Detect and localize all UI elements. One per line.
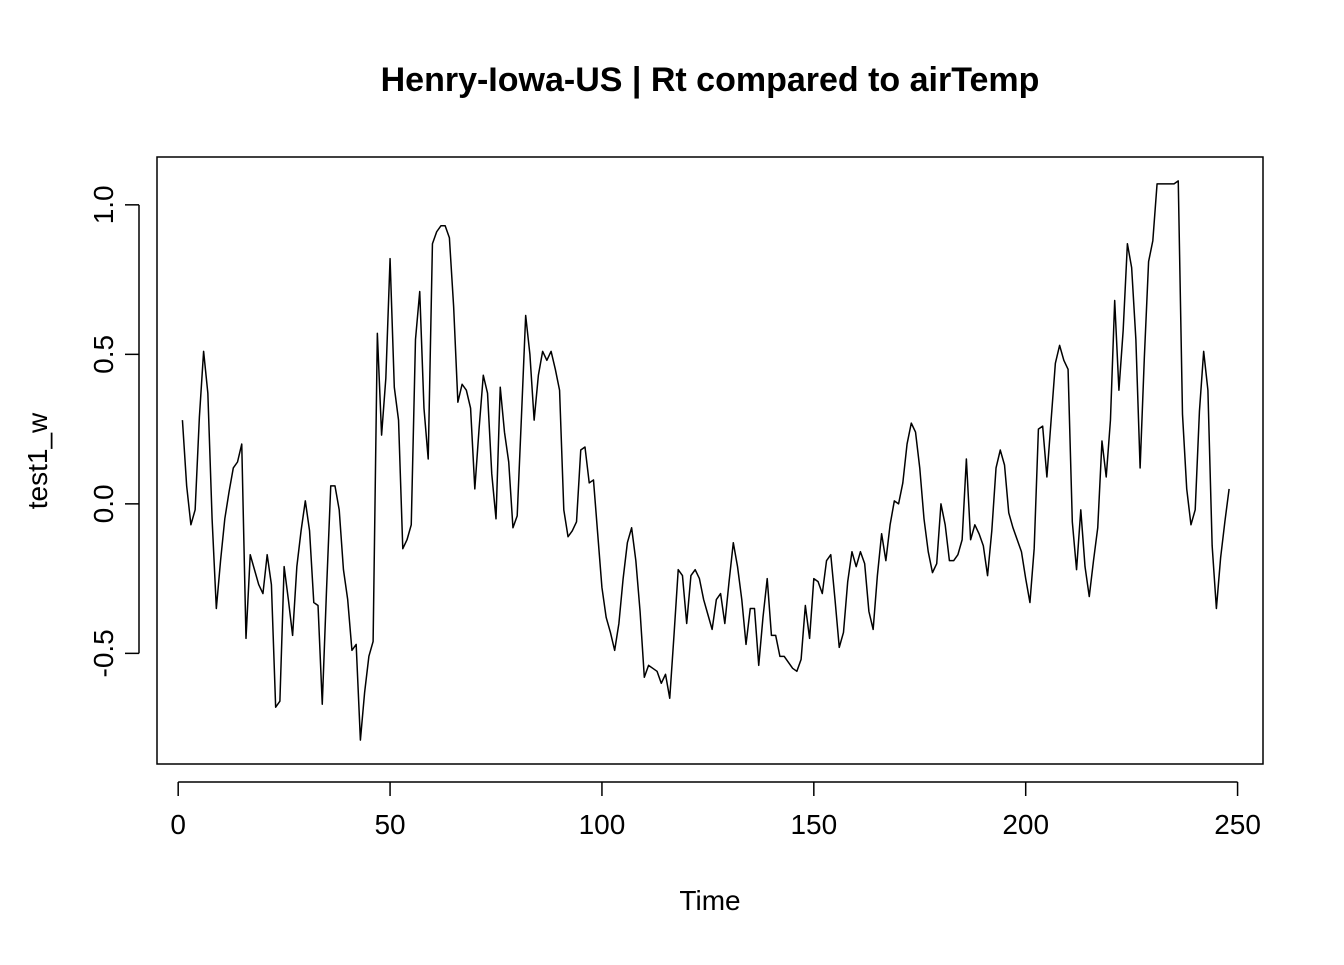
y-tick-label: 0.0	[88, 484, 119, 523]
x-axis: 0 50 100 150 200 250	[170, 781, 1261, 840]
x-axis-label: Time	[679, 885, 740, 916]
x-tick-label: 50	[374, 809, 405, 840]
x-tick-label: 200	[1002, 809, 1049, 840]
chart-title: Henry-Iowa-US | Rt compared to airTemp	[381, 61, 1040, 99]
y-tick-label: 0.5	[88, 335, 119, 374]
y-tick-label: -0.5	[88, 629, 119, 677]
y-axis: -0.5 0.0 0.5 1.0	[88, 185, 140, 677]
series-line	[181, 180, 1230, 741]
x-tick-label: 150	[790, 809, 837, 840]
y-axis-label: test1_w	[22, 412, 53, 509]
x-tick-label: 100	[579, 809, 626, 840]
x-tick-label: 250	[1214, 809, 1261, 840]
series-layer	[181, 180, 1230, 741]
y-tick-label: 1.0	[88, 185, 119, 224]
x-tick-label: 0	[170, 809, 186, 840]
plot-frame	[156, 156, 1264, 765]
